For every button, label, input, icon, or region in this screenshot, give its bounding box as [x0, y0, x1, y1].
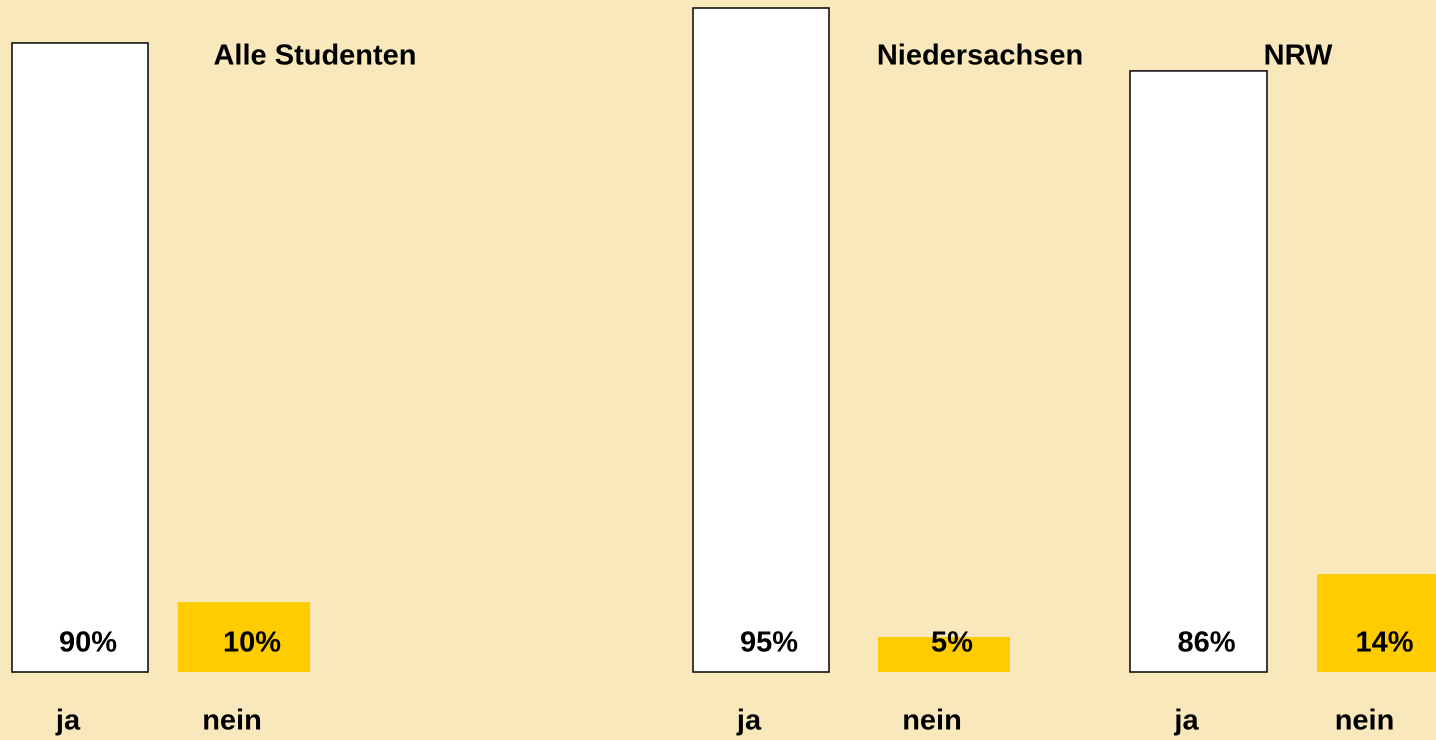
- bar: [692, 7, 830, 673]
- value-label: 95%: [740, 627, 798, 659]
- value-label: 14%: [1355, 627, 1413, 659]
- bar: [1317, 574, 1436, 672]
- value-label: 86%: [1177, 627, 1235, 659]
- value-label: 90%: [59, 627, 117, 659]
- chart-title: NRW: [1264, 40, 1333, 72]
- chart-title: Alle Studenten: [213, 40, 416, 72]
- category-label: ja: [1173, 705, 1199, 737]
- category-label: nein: [902, 705, 962, 737]
- category-label: nein: [202, 705, 262, 737]
- category-label: ja: [736, 705, 762, 737]
- category-label: nein: [1335, 705, 1395, 737]
- bar: [1129, 70, 1268, 673]
- bar: [178, 602, 310, 672]
- bar: [878, 637, 1010, 672]
- chart-title: Niedersachsen: [877, 40, 1083, 72]
- bar: [11, 42, 149, 673]
- value-label: 5%: [931, 627, 973, 659]
- category-label: ja: [55, 705, 81, 737]
- value-label: 10%: [223, 627, 281, 659]
